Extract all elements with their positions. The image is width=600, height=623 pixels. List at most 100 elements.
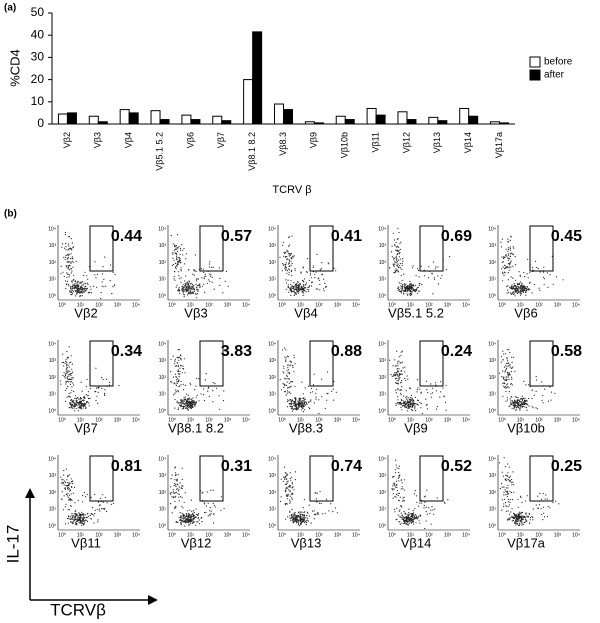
dot: [402, 280, 403, 281]
dot: [424, 505, 425, 506]
dot: [214, 289, 215, 290]
dot: [321, 268, 322, 269]
gate: [530, 456, 553, 501]
dot: [204, 503, 205, 504]
dot: [424, 496, 425, 497]
dot: [177, 383, 178, 384]
dot: [291, 401, 292, 402]
plot-label: Vβ13: [291, 535, 322, 550]
dot: [298, 293, 299, 294]
dot: [297, 403, 298, 404]
dot: [189, 286, 190, 287]
dot: [513, 402, 514, 403]
dot: [513, 246, 514, 247]
dot: [514, 517, 515, 518]
plot-tick-label: 10⁴: [48, 341, 56, 347]
dot: [510, 253, 511, 254]
dot: [97, 403, 98, 404]
dot: [417, 389, 418, 390]
dot: [67, 386, 68, 387]
dot: [508, 247, 509, 248]
dot: [71, 253, 72, 254]
dot: [404, 371, 405, 372]
dot: [446, 385, 447, 386]
dot: [393, 374, 394, 375]
gate-percent: 0.41: [331, 228, 362, 245]
dot: [180, 262, 181, 263]
dot: [88, 292, 89, 293]
dot: [286, 251, 287, 252]
plot-tick-label: 10²: [49, 490, 57, 496]
dot: [73, 285, 74, 286]
dot: [87, 513, 88, 514]
dot: [73, 262, 74, 263]
dot: [64, 481, 65, 482]
dot: [69, 490, 70, 491]
dot: [404, 283, 405, 284]
dot: [186, 407, 187, 408]
dot: [412, 403, 413, 404]
dot: [186, 400, 187, 401]
dot: [73, 391, 74, 392]
dot: [528, 405, 529, 406]
dot: [177, 247, 178, 248]
dot: [415, 403, 416, 404]
dot: [313, 267, 314, 268]
dot: [172, 258, 173, 259]
dot: [70, 258, 71, 259]
dot: [525, 295, 526, 296]
dot: [201, 518, 202, 519]
dot: [400, 402, 401, 403]
dot: [294, 294, 295, 295]
dot: [289, 406, 290, 407]
dot: [516, 288, 517, 289]
dot: [282, 245, 283, 246]
dot: [314, 374, 315, 375]
dot: [304, 399, 305, 400]
dot: [180, 406, 181, 407]
dot: [184, 526, 185, 527]
dot: [527, 495, 528, 496]
dot: [72, 521, 73, 522]
dot: [305, 517, 306, 518]
dot: [508, 375, 509, 376]
dot: [400, 242, 401, 243]
dot: [317, 493, 318, 494]
dot: [291, 253, 292, 254]
dot: [65, 243, 66, 244]
dot: [511, 508, 512, 509]
dot: [68, 274, 69, 275]
dot: [85, 286, 86, 287]
dot: [66, 277, 67, 278]
dot: [75, 510, 76, 511]
dot: [403, 402, 404, 403]
dot: [396, 519, 397, 520]
dot: [511, 261, 512, 262]
dot: [505, 386, 506, 387]
dot: [512, 266, 513, 267]
dot: [524, 402, 525, 403]
dot: [85, 403, 86, 404]
dot: [71, 522, 72, 523]
dot: [288, 259, 289, 260]
dot: [503, 487, 504, 488]
dot: [71, 390, 72, 391]
dot: [94, 391, 95, 392]
dot: [394, 485, 395, 486]
dot: [506, 249, 507, 250]
plot-tick-label: 10⁰: [488, 408, 496, 414]
dot: [532, 398, 533, 399]
dot: [177, 484, 178, 485]
dot: [174, 399, 175, 400]
dot: [180, 402, 181, 403]
dot: [425, 399, 426, 400]
dot: [398, 251, 399, 252]
dot: [327, 371, 328, 372]
dot: [428, 507, 429, 508]
dot: [301, 520, 302, 521]
dot: [297, 292, 298, 293]
dot: [210, 507, 211, 508]
dot: [422, 413, 423, 414]
dot: [286, 262, 287, 263]
dot: [60, 477, 61, 478]
